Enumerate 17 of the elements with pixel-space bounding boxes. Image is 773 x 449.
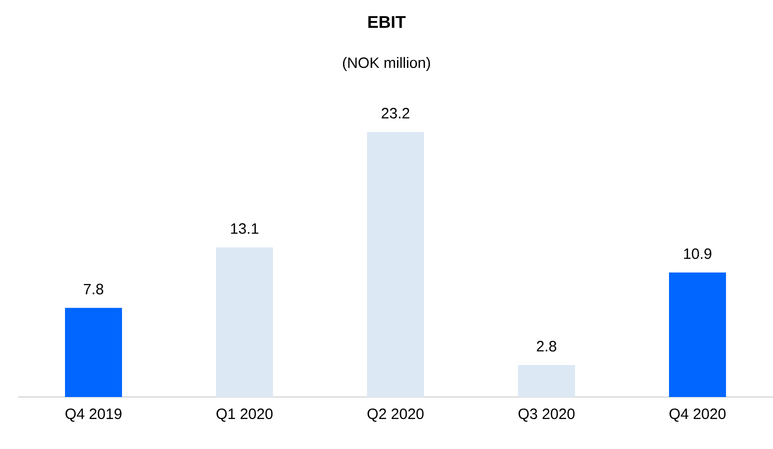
data-label: 7.8 xyxy=(84,284,104,294)
x-tick-label: Q4 2019 xyxy=(66,408,122,422)
bar xyxy=(367,132,424,397)
chart-subtitle: (NOK million) xyxy=(343,57,430,71)
data-label: 2.8 xyxy=(536,340,556,352)
x-tick-label: Q2 2020 xyxy=(368,408,424,422)
x-tick-label: Q1 2020 xyxy=(216,408,273,422)
bar xyxy=(216,247,274,397)
x-tick-label: Q3 2020 xyxy=(518,408,575,422)
bar xyxy=(65,308,122,397)
x-tick-label: Q4 2020 xyxy=(670,408,726,422)
data-label: 23.2 xyxy=(382,108,410,118)
bar xyxy=(518,365,576,397)
data-label: 10.9 xyxy=(684,248,712,259)
chart-title: EBIT xyxy=(368,16,406,28)
data-label: 13.1 xyxy=(231,223,258,234)
bar xyxy=(669,272,726,397)
